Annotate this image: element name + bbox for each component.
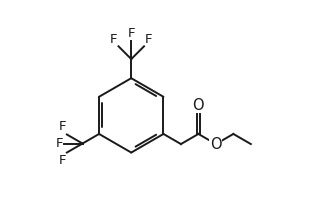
Text: F: F xyxy=(110,33,118,46)
Text: F: F xyxy=(56,137,63,150)
Text: F: F xyxy=(58,154,66,167)
Text: F: F xyxy=(145,33,153,46)
Text: O: O xyxy=(193,97,204,112)
Text: O: O xyxy=(210,136,222,152)
Text: F: F xyxy=(128,27,135,40)
Text: F: F xyxy=(58,120,66,133)
